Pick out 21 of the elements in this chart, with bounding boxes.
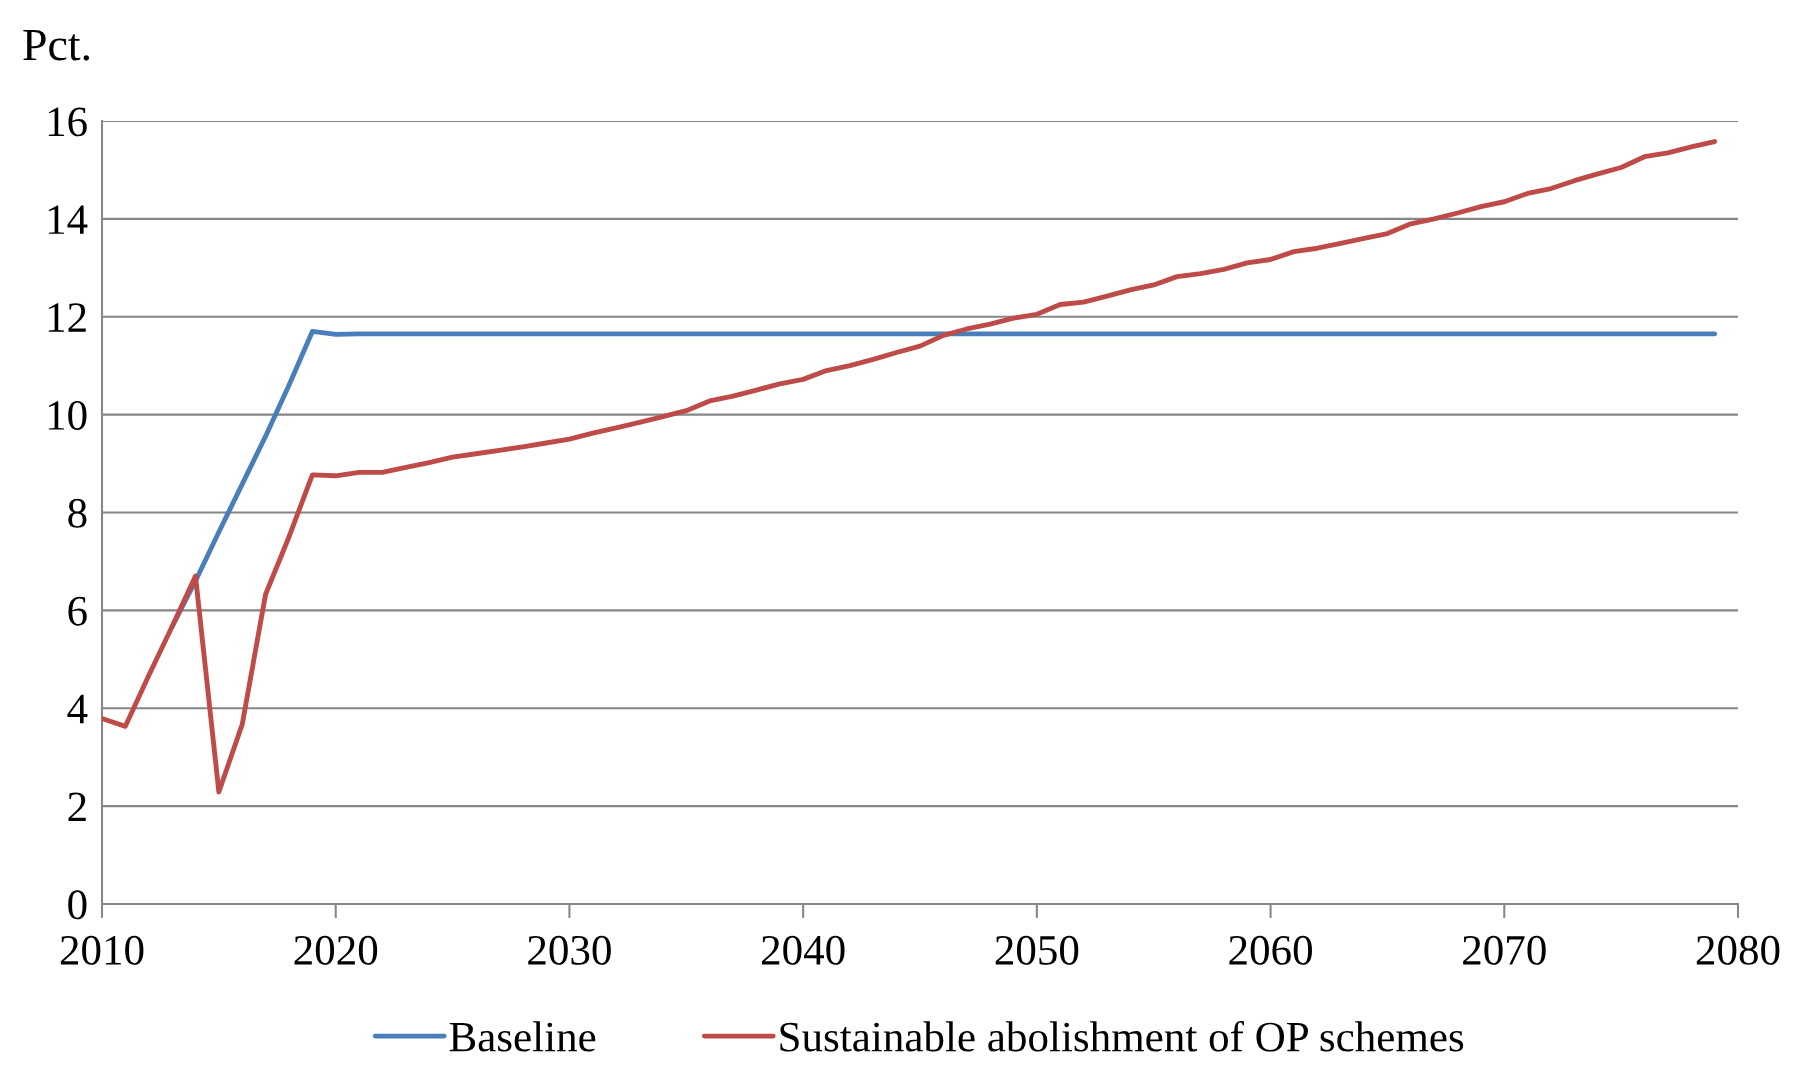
y-tick-label: 4 bbox=[67, 694, 88, 724]
legend-label: Sustainable abolishment of OP schemes bbox=[780, 1020, 1464, 1052]
x-tick-label: 2020 bbox=[294, 935, 378, 965]
y-tick-label: 14 bbox=[48, 205, 88, 234]
x-tick-label: 2050 bbox=[995, 935, 1079, 965]
y-tick-label: 6 bbox=[68, 596, 87, 626]
x-tick-label: 2060 bbox=[1229, 935, 1312, 965]
x-tick-label: 2040 bbox=[761, 935, 845, 965]
x-tick-label: 2080 bbox=[1696, 935, 1780, 965]
y-axis-title: Pct. bbox=[23, 29, 89, 61]
y-tick-label: 10 bbox=[48, 400, 87, 430]
legend-label: Baseline bbox=[449, 1021, 596, 1052]
line-series bbox=[102, 139, 1718, 795]
x-tick-label: 2070 bbox=[1463, 935, 1546, 965]
x-tick-label: 2010 bbox=[60, 935, 144, 965]
y-tick-label: 16 bbox=[48, 107, 87, 137]
y-tick-label: 8 bbox=[68, 498, 87, 528]
y-tick-label: 2 bbox=[68, 792, 86, 822]
y-tick-label: 12 bbox=[48, 303, 86, 332]
y-tick-label: 0 bbox=[68, 890, 87, 920]
x-tick-label: 2030 bbox=[528, 935, 611, 965]
